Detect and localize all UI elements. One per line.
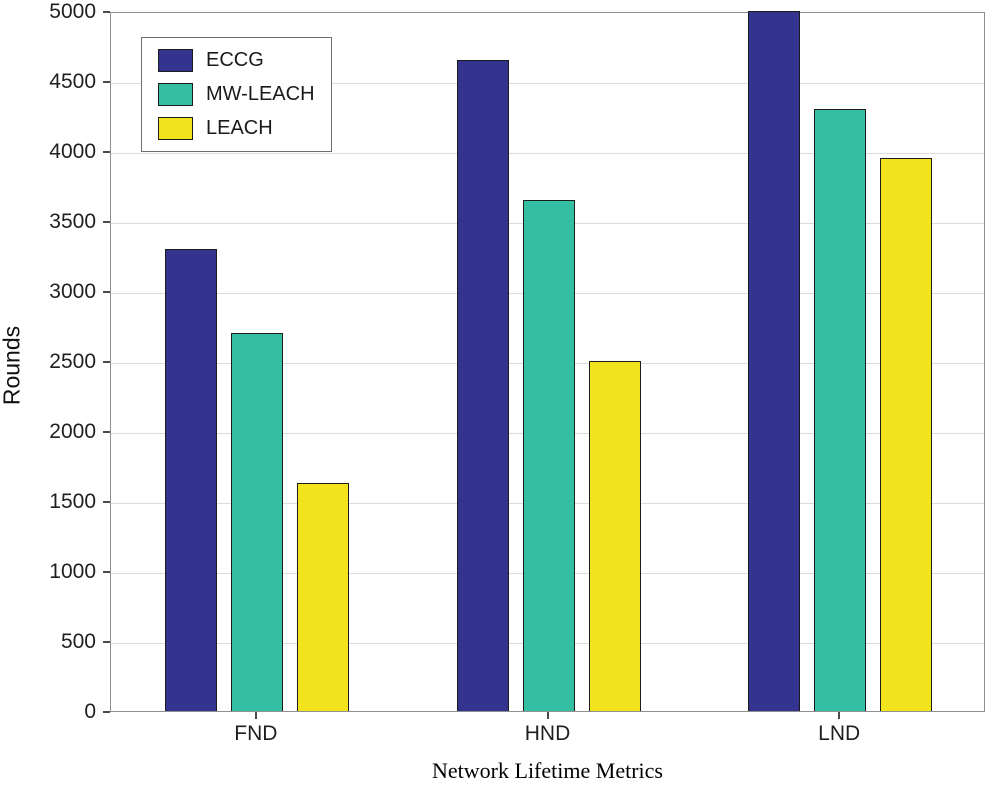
y-tick-mark (103, 641, 110, 643)
bar-eccg-lnd (748, 11, 801, 711)
y-tick-mark (103, 501, 110, 503)
y-tick-mark (103, 11, 110, 13)
y-tick-mark (103, 151, 110, 153)
y-tick-label: 3000 (49, 280, 96, 303)
y-tick-label: 4500 (49, 70, 96, 93)
bar-leach-lnd (880, 158, 933, 711)
y-tick-mark (103, 711, 110, 713)
bar-mw-leach-fnd (230, 333, 283, 711)
bar-eccg-hnd (456, 60, 509, 711)
y-tick-mark (103, 571, 110, 573)
legend-swatch-icon (158, 49, 193, 72)
x-tick-mark (254, 712, 257, 719)
x-tick-mark (546, 712, 549, 719)
y-tick-label: 0 (84, 700, 96, 723)
bar-eccg-fnd (164, 249, 217, 711)
legend-swatch-icon (158, 83, 193, 106)
y-tick-label: 2500 (49, 350, 96, 373)
y-tick-mark (103, 361, 110, 363)
x-tick-mark (838, 712, 841, 719)
y-tick-label: 500 (60, 630, 96, 653)
bar-mw-leach-hnd (522, 200, 575, 711)
gridline (111, 153, 984, 154)
y-tick-mark (103, 291, 110, 293)
y-tick-label: 4000 (49, 140, 96, 163)
x-axis-label: Network Lifetime Metrics (432, 758, 663, 783)
x-tick-label: HND (524, 722, 571, 745)
legend-label: ECCG (206, 49, 264, 71)
y-tick-label: 1000 (49, 560, 96, 583)
bar-mw-leach-lnd (814, 109, 867, 711)
legend-swatch-icon (158, 117, 193, 140)
legend: ECCG MW-LEACH LEACH (141, 37, 332, 152)
gridline (111, 83, 984, 84)
legend-label: LEACH (206, 117, 273, 139)
legend-item: MW-LEACH (158, 83, 315, 106)
bar-leach-hnd (588, 361, 641, 711)
y-tick-mark (103, 221, 110, 223)
legend-label: MW-LEACH (206, 83, 315, 105)
bar-leach-fnd (296, 483, 349, 711)
y-tick-label: 3500 (49, 210, 96, 233)
y-tick-label: 2000 (49, 420, 96, 443)
x-tick-label: FND (234, 722, 278, 745)
plot-area: ECCG MW-LEACH LEACH (110, 11, 985, 712)
legend-item: LEACH (158, 117, 315, 140)
y-tick-label: 1500 (49, 490, 96, 513)
x-tick-label: LND (818, 722, 861, 745)
y-tick-label: 5000 (49, 0, 96, 23)
legend-item: ECCG (158, 49, 315, 72)
y-tick-mark (103, 431, 110, 433)
y-tick-mark (103, 81, 110, 83)
